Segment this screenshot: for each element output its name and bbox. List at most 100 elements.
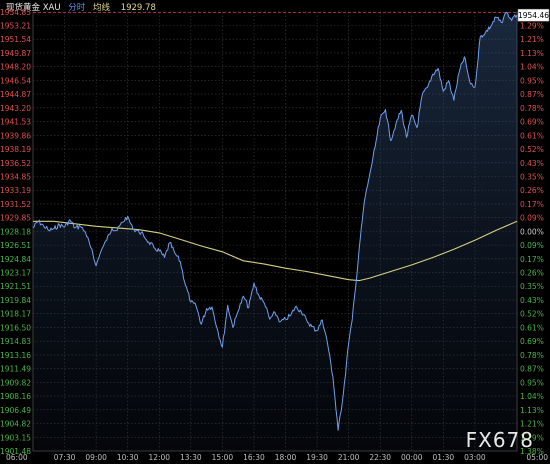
price-tick-label: 1924.84 xyxy=(0,255,31,264)
percent-tick-label: 0.61% xyxy=(520,323,544,332)
time-tick-label: 01:30 xyxy=(433,453,455,462)
percent-tick-label: 0.52% xyxy=(520,310,544,319)
price-area xyxy=(33,12,517,452)
time-tick-label: 16:30 xyxy=(243,453,265,462)
price-tick-label: 1941.53 xyxy=(0,118,31,127)
price-tick-label: 1954.85 xyxy=(0,8,31,17)
price-line xyxy=(32,11,518,431)
price-area-fill xyxy=(33,12,517,452)
percent-tick-label: 1.21% xyxy=(520,420,544,429)
time-tick-label: 21:00 xyxy=(338,453,360,462)
time-tick-label: 06:00 xyxy=(6,453,28,462)
price-tick-label: 1953.21 xyxy=(0,21,31,30)
price-tick-label: 1946.54 xyxy=(0,76,31,85)
percent-tick-label: 0.26% xyxy=(520,269,544,278)
percent-tick-label: 0.35% xyxy=(520,282,544,291)
price-tick-label: 1903.15 xyxy=(0,433,31,442)
price-tick-label: 1919.84 xyxy=(0,296,31,305)
price-tick-label: 1918.17 xyxy=(0,310,31,319)
percent-tick-label: 0.17% xyxy=(520,255,544,264)
percent-tick-label: 0.61% xyxy=(520,131,544,140)
percent-tick-label: 0.09% xyxy=(520,214,544,223)
percent-tick-label: 0.43% xyxy=(520,296,544,305)
time-tick-label: 15:00 xyxy=(212,453,234,462)
price-tick-label: 1936.52 xyxy=(0,159,31,168)
percent-tick-label: 0.69% xyxy=(520,118,544,127)
percent-tick-label: 0.26% xyxy=(520,186,544,195)
price-tick-label: 1951.54 xyxy=(0,35,31,44)
percent-tick-label: 1.13% xyxy=(520,406,544,415)
percent-tick-label: 0.09% xyxy=(520,241,544,250)
price-tick-label: 1909.82 xyxy=(0,378,31,387)
instrument-name: 现货黄金 XAU xyxy=(6,3,61,13)
price-tick-label: 1938.19 xyxy=(0,145,31,154)
percent-tick-label: 1.04% xyxy=(520,392,544,401)
percent-tick-label: 0.95% xyxy=(520,76,544,85)
percent-tick-label: 0.95% xyxy=(520,378,544,387)
time-tick-label: 10:30 xyxy=(117,453,139,462)
price-tick-label: 1926.51 xyxy=(0,241,31,250)
percent-tick-label: 0.43% xyxy=(520,159,544,168)
price-axis: 1954.85 1953.21 1951.54 1949.87 1948.20 1946.… xyxy=(0,8,31,456)
price-tick-label: 1916.50 xyxy=(0,323,31,332)
percent-tick-label: 0.78% xyxy=(520,351,544,360)
time-axis: 06:00 07:30 09:00 10:30 12:00 13:30 15:00 16:30… xyxy=(6,453,548,462)
price-tick-label: 1939.86 xyxy=(0,131,31,140)
price-tick-label: 1928.18 xyxy=(0,227,31,236)
time-tick-label: 03:00 xyxy=(464,453,486,462)
chart-header: 现货黄金 XAU 分时 均线 1929.78 xyxy=(6,1,161,13)
last-price-marker: 1954.46 xyxy=(517,8,550,22)
percent-tick-label: 0.87% xyxy=(520,90,544,99)
percent-axis: 1.38% 1.29% 1.21% 1.13% 1.04% 0.95% 0.87% 0.78%… xyxy=(520,8,544,456)
price-tick-label: 1929.85 xyxy=(0,214,31,223)
percent-tick-label: 0.35% xyxy=(520,173,544,182)
price-tick-label: 1934.85 xyxy=(0,173,31,182)
percent-tick-label: 1.29% xyxy=(520,21,544,30)
price-tick-label: 1944.87 xyxy=(0,90,31,99)
time-tick-label: 09:00 xyxy=(85,453,107,462)
price-tick-label: 1949.87 xyxy=(0,49,31,58)
percent-tick-label: 1.29% xyxy=(520,433,544,442)
average-price-line xyxy=(33,220,518,282)
price-tick-label: 1913.16 xyxy=(0,351,31,360)
percent-tick-label: 0.52% xyxy=(520,145,544,154)
percent-tick-label: 1.04% xyxy=(520,63,544,72)
time-tick-label: 12:00 xyxy=(148,453,170,462)
percent-tick-label: 0.87% xyxy=(520,365,544,374)
percent-tick-label: 0.17% xyxy=(520,200,544,209)
percent-tick-label: 0.00% xyxy=(520,227,544,236)
time-tick-label: 00:00 xyxy=(401,453,423,462)
percent-tick-label: 0.69% xyxy=(520,337,544,346)
price-tick-label: 1921.51 xyxy=(0,282,31,291)
price-tick-label: 1933.19 xyxy=(0,186,31,195)
price-tick-label: 1904.82 xyxy=(0,420,31,429)
time-tick-label: 07:30 xyxy=(54,453,76,462)
time-tick-label: 18:00 xyxy=(275,453,297,462)
chart-mode-label[interactable]: 分时 xyxy=(68,3,86,13)
fx678-watermark: FX678 xyxy=(465,428,534,452)
price-tick-label: 1911.49 xyxy=(0,365,31,374)
percent-tick-label: 1.38% xyxy=(520,447,544,456)
chart-lines xyxy=(32,11,518,431)
price-tick-label: 1914.83 xyxy=(0,337,31,346)
price-tick-label: 1906.49 xyxy=(0,406,31,415)
price-tick-label: 1923.17 xyxy=(0,269,31,278)
time-tick-label: 22:30 xyxy=(369,453,391,462)
price-tick-label: 1943.20 xyxy=(0,104,31,113)
time-tick-label: 13:30 xyxy=(180,453,202,462)
last-price-box xyxy=(517,8,550,22)
percent-tick-label: 0.78% xyxy=(520,104,544,113)
price-tick-label: 1908.16 xyxy=(0,392,31,401)
time-tick-label: 05:00 xyxy=(526,453,548,462)
time-tick-label: 19:30 xyxy=(306,453,328,462)
price-tick-label: 1948.20 xyxy=(0,63,31,72)
percent-tick-label: 1.13% xyxy=(520,49,544,58)
percent-tick-label: 1.21% xyxy=(520,35,544,44)
avg-line-value: 1929.78 xyxy=(120,3,156,13)
price-tick-label: 1931.52 xyxy=(0,200,31,209)
price-tick-label: 1901.48 xyxy=(0,447,31,456)
avg-line-label: 均线 xyxy=(92,3,110,13)
last-price-value: 1954.46 xyxy=(518,11,549,20)
